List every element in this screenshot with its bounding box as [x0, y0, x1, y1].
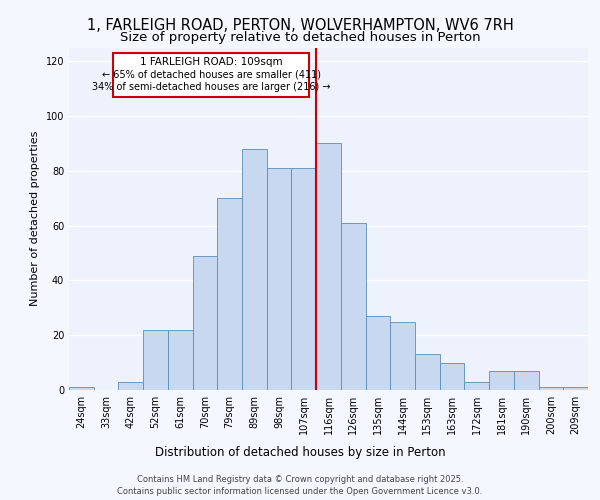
- Bar: [267, 168, 292, 390]
- Bar: [514, 371, 539, 390]
- Bar: [193, 256, 217, 390]
- Bar: [539, 388, 563, 390]
- Text: Contains HM Land Registry data © Crown copyright and database right 2025.
Contai: Contains HM Land Registry data © Crown c…: [118, 474, 482, 496]
- Text: Size of property relative to detached houses in Perton: Size of property relative to detached ho…: [119, 31, 481, 44]
- Bar: [341, 223, 365, 390]
- Bar: [292, 168, 316, 390]
- Bar: [242, 149, 267, 390]
- Bar: [365, 316, 390, 390]
- FancyBboxPatch shape: [113, 53, 309, 97]
- Bar: [143, 330, 168, 390]
- Text: ← 65% of detached houses are smaller (411): ← 65% of detached houses are smaller (41…: [101, 70, 320, 80]
- Bar: [440, 362, 464, 390]
- Bar: [168, 330, 193, 390]
- Bar: [390, 322, 415, 390]
- Bar: [69, 388, 94, 390]
- Bar: [563, 388, 588, 390]
- Bar: [217, 198, 242, 390]
- Text: 34% of semi-detached houses are larger (216) →: 34% of semi-detached houses are larger (…: [92, 82, 331, 92]
- Bar: [316, 144, 341, 390]
- Text: Distribution of detached houses by size in Perton: Distribution of detached houses by size …: [155, 446, 445, 459]
- Bar: [118, 382, 143, 390]
- Text: 1 FARLEIGH ROAD: 109sqm: 1 FARLEIGH ROAD: 109sqm: [140, 57, 283, 67]
- Bar: [489, 371, 514, 390]
- Y-axis label: Number of detached properties: Number of detached properties: [30, 131, 40, 306]
- Bar: [464, 382, 489, 390]
- Text: 1, FARLEIGH ROAD, PERTON, WOLVERHAMPTON, WV6 7RH: 1, FARLEIGH ROAD, PERTON, WOLVERHAMPTON,…: [86, 18, 514, 32]
- Bar: [415, 354, 440, 390]
